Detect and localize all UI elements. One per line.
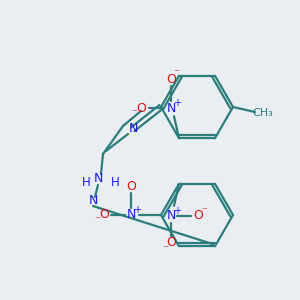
Text: H: H xyxy=(111,176,119,188)
Text: H: H xyxy=(82,176,90,188)
Text: N: N xyxy=(166,209,176,222)
Text: O: O xyxy=(99,208,109,221)
Text: +: + xyxy=(173,98,181,108)
Text: ⁻: ⁻ xyxy=(162,244,168,254)
Text: O: O xyxy=(126,179,136,193)
Text: +: + xyxy=(173,206,181,216)
Text: N: N xyxy=(128,122,138,136)
Text: N: N xyxy=(93,172,103,185)
Text: O: O xyxy=(166,73,176,86)
Text: ⁻: ⁻ xyxy=(173,68,179,78)
Text: ⁻: ⁻ xyxy=(201,206,207,216)
Text: ⁻: ⁻ xyxy=(131,108,137,118)
Text: O: O xyxy=(136,102,146,115)
Text: N: N xyxy=(166,102,176,115)
Text: CH₃: CH₃ xyxy=(253,108,273,118)
Text: ⁻: ⁻ xyxy=(94,215,100,225)
Text: N: N xyxy=(126,208,136,221)
Text: O: O xyxy=(193,209,203,222)
Text: +: + xyxy=(133,205,141,215)
Text: O: O xyxy=(166,236,176,249)
Text: N: N xyxy=(88,194,98,208)
